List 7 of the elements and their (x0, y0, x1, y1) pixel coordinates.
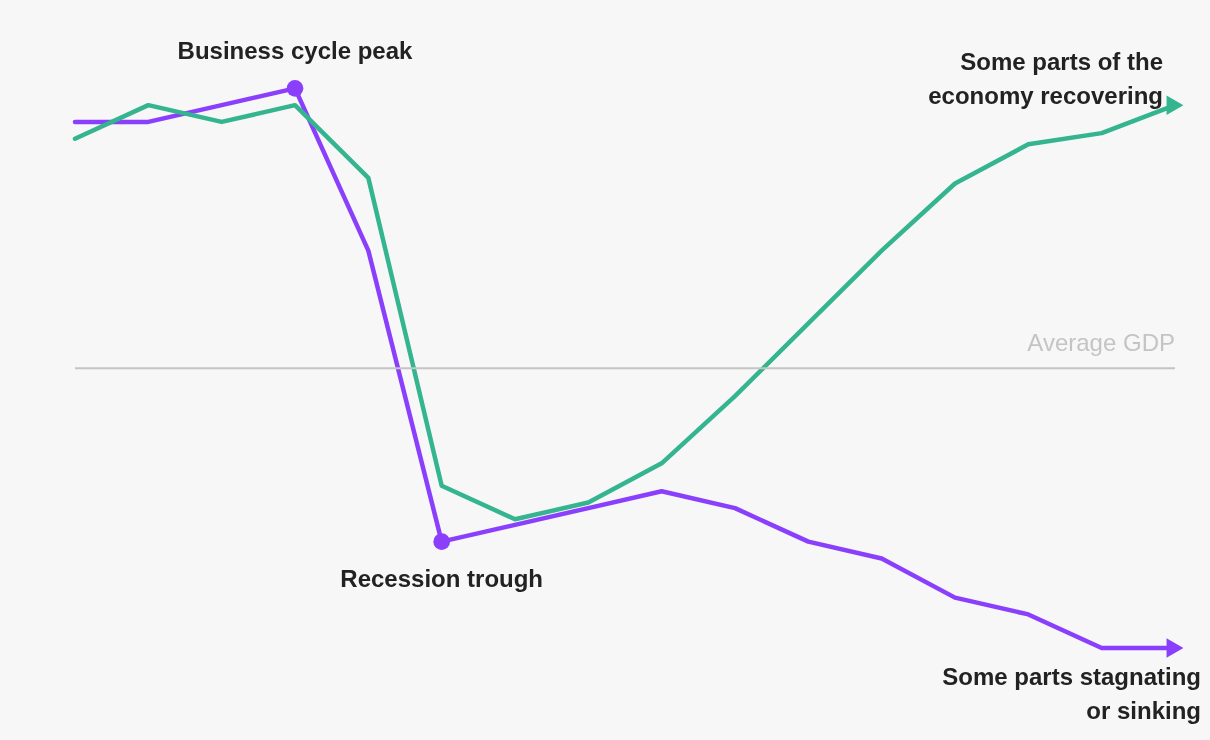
text: Some parts stagnating or sinking (942, 663, 1201, 724)
annotation: Recession trough (340, 564, 544, 592)
point (1166, 638, 1184, 658)
point (286, 80, 304, 97)
annotation: Some parts of the economy recovering (928, 48, 1163, 110)
text: Business cycle peak (177, 37, 414, 65)
point (433, 533, 451, 551)
